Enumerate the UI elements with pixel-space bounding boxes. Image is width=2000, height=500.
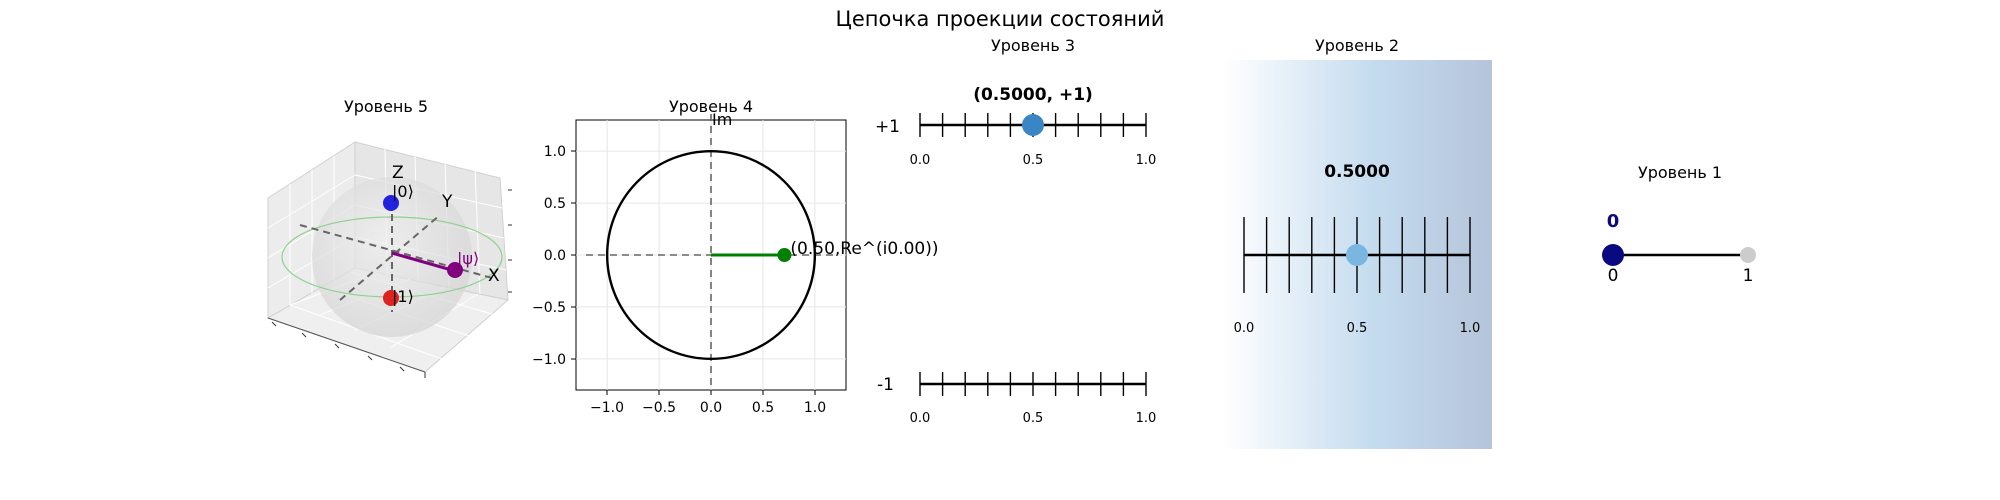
- level4-ytick-label: 1.0: [544, 144, 566, 160]
- level3-tick-label: 0.0: [910, 411, 931, 426]
- level1-value-label: 0: [1607, 211, 1620, 232]
- level4-ytick-label: −1.0: [532, 352, 566, 368]
- bloch-axis-z-label: Z: [392, 163, 404, 183]
- level4-xticks: −1.0 −0.5 0.0 0.5 1.0: [590, 390, 826, 416]
- level3-point-marker: [1022, 114, 1044, 136]
- level3-title: Уровень 3: [991, 36, 1075, 55]
- bloch-state-zero-label: |0⟩: [392, 182, 414, 201]
- level1-active-marker: [1602, 244, 1624, 266]
- level5-title: Уровень 5: [344, 97, 428, 116]
- bloch-state-one-label: |1⟩: [392, 287, 414, 306]
- level2-tick-label: 0.5: [1347, 321, 1368, 336]
- panel-level3: Уровень 3 (0.5000, +1) +1 0.0 0.5 1.0 -1…: [875, 36, 1156, 426]
- bloch-axis-x-label: X: [488, 266, 500, 286]
- level2-title: Уровень 2: [1315, 36, 1399, 55]
- bloch-state-psi-marker: [447, 262, 463, 278]
- level3-tick-label: 0.5: [1023, 411, 1044, 426]
- bloch-state-zero-marker: [383, 195, 399, 211]
- level4-xtick-label: −1.0: [590, 400, 624, 416]
- level4-im-label: Im: [712, 110, 732, 129]
- level2-tick-label: 1.0: [1460, 321, 1481, 336]
- level2-point-marker: [1346, 244, 1368, 266]
- panel-level2: Уровень 2 0.5000 0.0 0.5 1.0: [1224, 36, 1492, 449]
- level4-ytick-label: 0.0: [544, 248, 566, 264]
- bloch-state-psi-label: |ψ⟩: [457, 249, 479, 268]
- level4-ytick-label: −0.5: [532, 300, 566, 316]
- level2-tick-label: 0.0: [1234, 321, 1255, 336]
- level3-tick-label: 1.0: [1136, 411, 1157, 426]
- level3-tick-label: 1.0: [1136, 153, 1157, 168]
- level4-ytick-label: 0.5: [544, 196, 566, 212]
- panel-level5: Уровень 5: [266, 97, 512, 378]
- level4-point-label: (0.50,Re^(i0.00)): [790, 239, 938, 259]
- level1-endpoint-label-zero: 0: [1608, 266, 1619, 286]
- level3-line-minus: [919, 372, 1147, 396]
- bloch-axes: [299, 202, 493, 312]
- bloch-state-vector: [391, 251, 456, 273]
- level2-annotation: 0.5000: [1324, 162, 1390, 182]
- level4-xtick-label: −0.5: [642, 400, 676, 416]
- level4-xtick-label: 0.5: [752, 400, 774, 416]
- level4-point-marker: [777, 248, 792, 262]
- level3-row-label-minus: -1: [877, 375, 894, 395]
- level3-tick-label: 0.0: [910, 153, 931, 168]
- level1-endpoint-label-one: 1: [1743, 266, 1754, 286]
- panel-level4: Уровень 4 (0.50,Re^(i0.00)) Im −1.0 −0.5…: [532, 97, 939, 416]
- level1-title: Уровень 1: [1638, 163, 1722, 182]
- bloch-state-one-marker: [383, 290, 399, 306]
- level4-title: Уровень 4: [669, 97, 753, 116]
- level3-annotation: (0.5000, +1): [973, 85, 1093, 105]
- panel-level1: Уровень 1 0 0 1: [1602, 163, 1756, 286]
- unit-circle: [605, 149, 817, 361]
- level4-xtick-label: 1.0: [804, 400, 826, 416]
- level1-inactive-marker: [1740, 247, 1756, 263]
- level4-xtick-label: 0.0: [700, 400, 722, 416]
- figure-title: Цепочка проекции состояний: [836, 7, 1165, 31]
- bloch-axis-y-label: Y: [441, 192, 453, 212]
- level4-yticks: 1.0 0.5 0.0 −0.5 −1.0: [532, 144, 576, 368]
- level3-tick-label: 0.5: [1023, 153, 1044, 168]
- level3-row-label-plus: +1: [875, 117, 900, 137]
